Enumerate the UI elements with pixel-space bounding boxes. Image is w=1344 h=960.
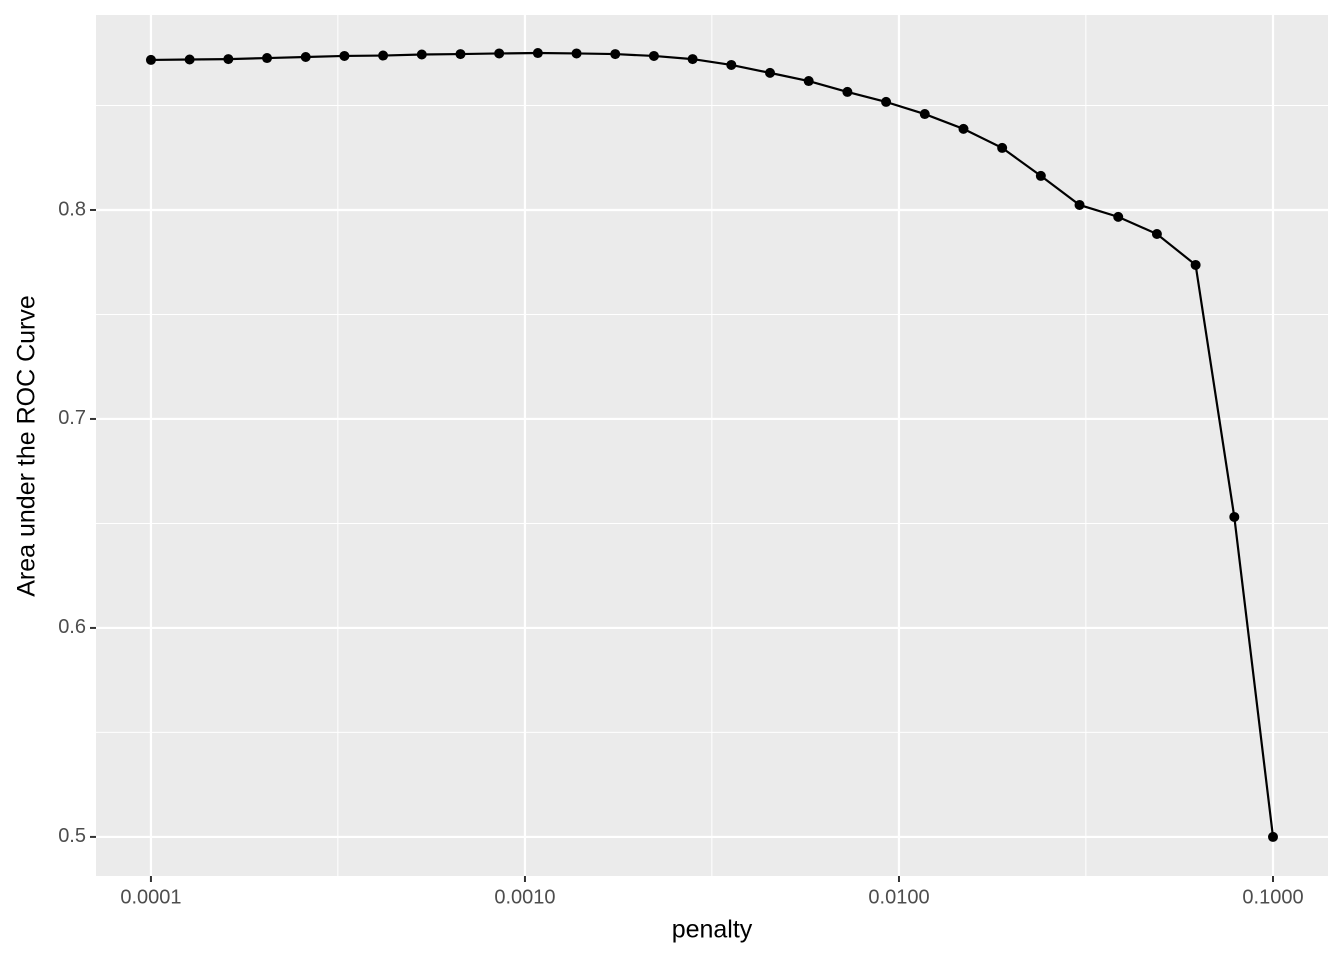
point [1190,259,1201,270]
point [958,123,969,134]
point [803,76,814,87]
x-tick-label: 0.0010 [494,886,555,908]
y-tick-label: 0.6 [58,616,86,638]
point [1074,199,1085,210]
point [1035,170,1046,181]
point [223,54,234,65]
x-tick-label: 0.1000 [1242,886,1303,908]
point [1229,511,1240,522]
y-tick-label: 0.8 [58,198,86,220]
point [610,49,621,60]
x-tick-label: 0.0001 [120,886,181,908]
point [842,86,853,97]
point [416,49,427,60]
point [571,48,582,59]
point [262,53,273,64]
y-axis-title: Area under the ROC Curve [13,295,41,597]
point [648,50,659,61]
point [997,142,1008,153]
point [726,59,737,70]
point [184,54,195,65]
x-tick-label: 0.0100 [868,886,929,908]
point [919,109,930,120]
point [532,48,543,59]
point [300,52,311,63]
point [881,96,892,107]
point [145,54,156,65]
y-tick-label: 0.5 [58,825,86,847]
y-tick-label: 0.7 [58,407,86,429]
point [1151,229,1162,240]
point [1267,831,1278,842]
x-axis-title: penalty [672,916,753,944]
point [1113,211,1124,222]
point [455,49,466,60]
point [687,54,698,65]
point [494,48,505,59]
point [765,67,776,78]
line [150,51,1275,838]
point [339,50,350,61]
point [378,50,389,61]
